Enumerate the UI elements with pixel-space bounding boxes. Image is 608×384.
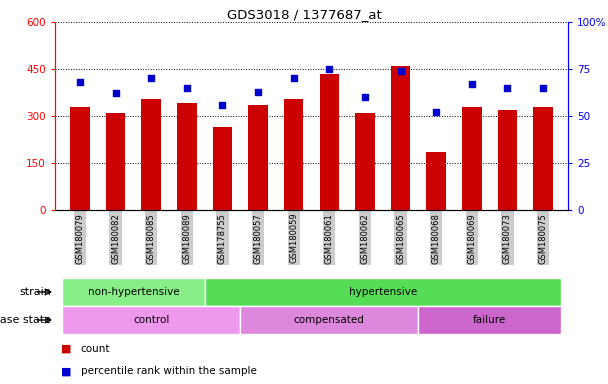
Bar	[391, 66, 410, 210]
Bar	[462, 107, 482, 210]
Text: hypertensive: hypertensive	[348, 287, 417, 297]
Text: percentile rank within the sample: percentile rank within the sample	[80, 366, 257, 376]
Point	[467, 81, 477, 87]
Point	[147, 75, 156, 81]
Bar	[497, 110, 517, 210]
Point	[325, 66, 334, 72]
Bar	[426, 152, 446, 210]
Text: control: control	[133, 315, 170, 325]
Text: count: count	[80, 344, 110, 354]
Point	[218, 102, 227, 108]
Bar	[213, 127, 232, 210]
Bar	[240, 306, 418, 334]
Bar	[177, 103, 196, 210]
Text: failure: failure	[473, 315, 506, 325]
Bar	[62, 278, 205, 306]
Bar	[70, 107, 90, 210]
Bar	[320, 74, 339, 210]
Text: compensated: compensated	[294, 315, 365, 325]
Point	[396, 68, 406, 74]
Point	[111, 90, 120, 96]
Point	[360, 94, 370, 100]
Point	[538, 85, 548, 91]
Bar	[248, 105, 268, 210]
Point	[75, 79, 85, 85]
Text: disease state: disease state	[0, 315, 51, 325]
Bar	[284, 99, 303, 210]
Point	[289, 75, 299, 81]
Bar	[62, 306, 240, 334]
Text: ■: ■	[61, 366, 72, 376]
Bar	[142, 99, 161, 210]
Point	[253, 88, 263, 94]
Text: non-hypertensive: non-hypertensive	[88, 287, 179, 297]
Bar	[205, 278, 561, 306]
Text: GDS3018 / 1377687_at: GDS3018 / 1377687_at	[227, 8, 381, 21]
Point	[503, 85, 513, 91]
Text: strain: strain	[19, 287, 51, 297]
Bar	[355, 113, 375, 210]
Bar	[106, 113, 125, 210]
Point	[431, 109, 441, 115]
Bar	[533, 107, 553, 210]
Bar	[418, 306, 561, 334]
Text: ■: ■	[61, 344, 72, 354]
Point	[182, 85, 192, 91]
